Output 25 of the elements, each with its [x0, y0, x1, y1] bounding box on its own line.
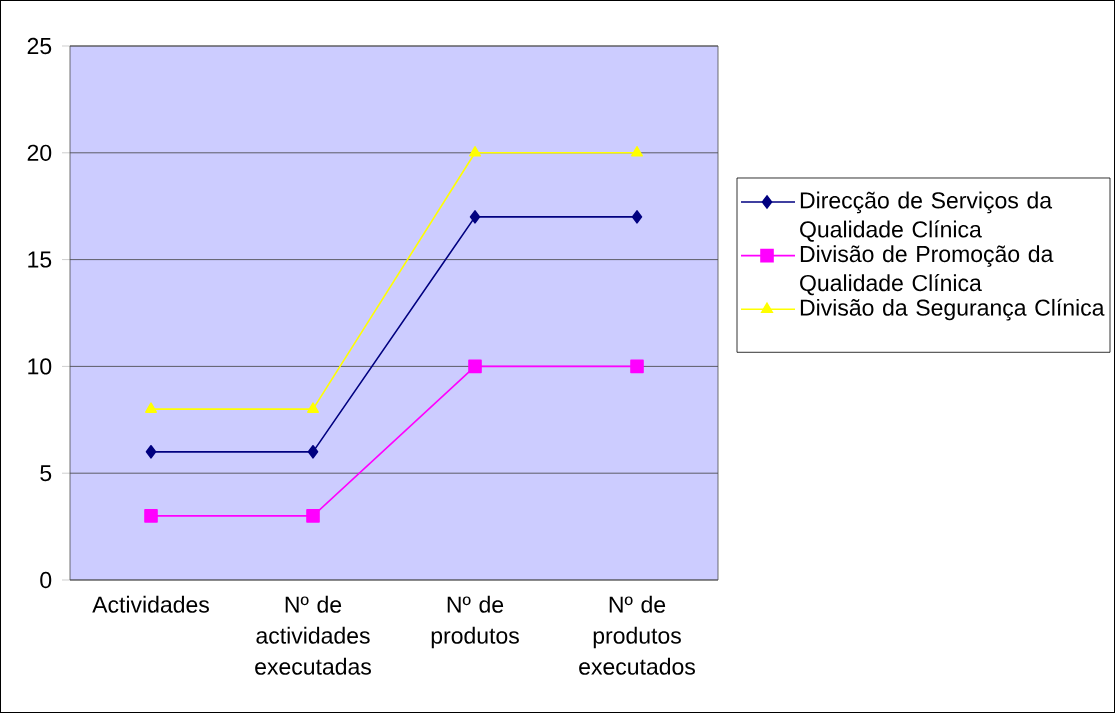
x-tick-label: Nº de produtos [431, 595, 519, 649]
point [306, 509, 320, 523]
y-tick-label: 20 [27, 144, 52, 161]
point [145, 445, 157, 459]
point [307, 445, 319, 459]
x-tick-label: Nº de actividades executadas [255, 595, 371, 675]
point [631, 146, 643, 157]
y-tick-label: 0 [40, 571, 52, 589]
x-tick-label: Nº de produtos executados [579, 595, 695, 675]
point [469, 210, 481, 224]
point [631, 210, 643, 224]
legend-label: Divisão da Segurança Clínica [800, 298, 1105, 321]
point [630, 359, 644, 374]
point [468, 359, 482, 374]
point [469, 146, 481, 157]
y-tick-label: 5 [40, 465, 52, 482]
legend-label: Direcção de Serviços da Qualidade Clínica [800, 191, 1053, 242]
legend-label: Divisão de Promoção da Qualidade Clínica [800, 245, 1054, 296]
y-tick-label: 15 [28, 251, 52, 268]
x-tick-label: Actividades [92, 595, 209, 613]
point [307, 402, 319, 413]
y-tick-label: 25 [27, 37, 52, 55]
y-tick-label: 10 [28, 358, 52, 375]
point [144, 509, 158, 523]
point [145, 402, 157, 413]
